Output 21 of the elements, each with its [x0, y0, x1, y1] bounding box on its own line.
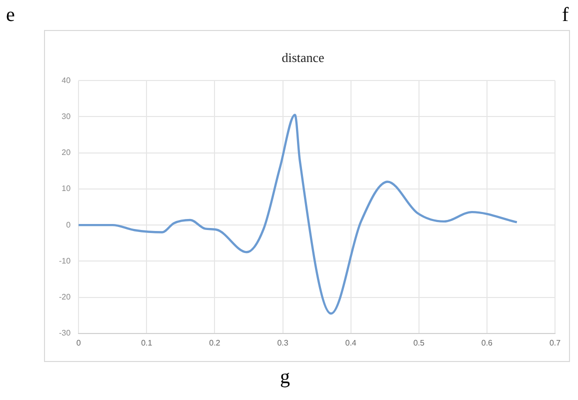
- y-tick-label: 30: [62, 112, 72, 121]
- y-tick-label: -10: [59, 256, 72, 266]
- x-tick-label: 0: [76, 338, 82, 348]
- x-tick-label: 0.4: [345, 338, 357, 348]
- x-tick-label: 0.2: [209, 338, 221, 348]
- text: g: [280, 366, 290, 388]
- chart-title: distance: [282, 50, 325, 66]
- x-tick-label: 0.3: [277, 338, 289, 348]
- text: f: [562, 4, 569, 26]
- x-tick-label: 0.1: [141, 338, 153, 348]
- x-tick-label: 0.5: [413, 338, 425, 348]
- y-tick-label: 20: [62, 148, 72, 158]
- text: e: [6, 4, 15, 26]
- y-tick-label: -30: [59, 328, 72, 338]
- x-tick-label: 0.7: [549, 338, 562, 348]
- x-tick-label: 0.6: [481, 338, 494, 348]
- line-series: [78, 114, 518, 315]
- y-tick-label: -20: [59, 292, 72, 302]
- y-tick-label: 40: [62, 76, 72, 85]
- y-tick-label: 0: [66, 220, 72, 230]
- y-tick-label: 10: [62, 184, 72, 194]
